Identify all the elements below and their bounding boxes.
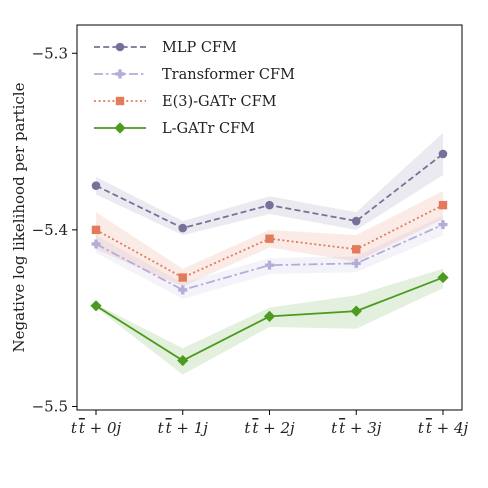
legend-transformer-cfm-marker: [115, 69, 125, 79]
legend: MLP CFM Transformer CFM E(3)-GATr CFM L-GAT…: [94, 40, 295, 137]
legend-e-3-gatr-cfm-label: E(3)-GATr CFM: [162, 94, 277, 110]
plot-area: [90, 132, 449, 375]
transformer-cfm-point: [351, 258, 361, 268]
legend-e-3-gatr-cfm-marker: [115, 96, 125, 106]
legend-l-gatr-cfm-marker: [114, 122, 126, 134]
legend-mlp-cfm-label: MLP CFM: [162, 40, 237, 56]
mlp-cfm-point: [178, 223, 188, 233]
transformer-cfm-point: [178, 285, 188, 295]
y-tick-label: −5.5: [32, 397, 68, 415]
transformer-cfm-point: [438, 220, 448, 230]
legend-l-gatr-cfm-label: L-GATr CFM: [162, 121, 255, 137]
l-gatr-cfm-point: [437, 271, 449, 284]
legend-transformer-cfm-label: Transformer CFM: [162, 67, 295, 83]
y-axis-label: Negative log likelihood per particle: [10, 82, 28, 352]
e-3-gatr-cfm-point: [265, 234, 274, 243]
mlp-cfm-point: [265, 200, 274, 210]
series-markers: [90, 149, 449, 367]
y-tick-label: −5.4: [32, 221, 68, 239]
transformer-cfm-point: [91, 239, 101, 249]
e-3-gatr-cfm-point: [178, 273, 187, 282]
mlp-cfm-point: [351, 216, 361, 226]
transformer-cfm-band: [96, 215, 443, 299]
y-tick-label: −5.3: [32, 44, 68, 62]
legend-mlp-cfm-marker: [115, 42, 125, 52]
mlp-cfm-point: [438, 149, 448, 159]
l-gatr-cfm-point: [90, 300, 102, 312]
l-gatr-cfm-point: [177, 354, 189, 367]
e-3-gatr-cfm-point: [91, 225, 101, 235]
e-3-gatr-cfm-point: [438, 200, 448, 210]
y-axis-ticks: −5.3 −5.4 −5.5: [32, 44, 77, 415]
transformer-cfm-point: [265, 260, 274, 270]
mlp-cfm-point: [91, 181, 101, 191]
e-3-gatr-cfm-point: [352, 245, 361, 254]
l-gatr-cfm-point: [263, 310, 276, 322]
l-gatr-cfm-point: [350, 305, 362, 317]
